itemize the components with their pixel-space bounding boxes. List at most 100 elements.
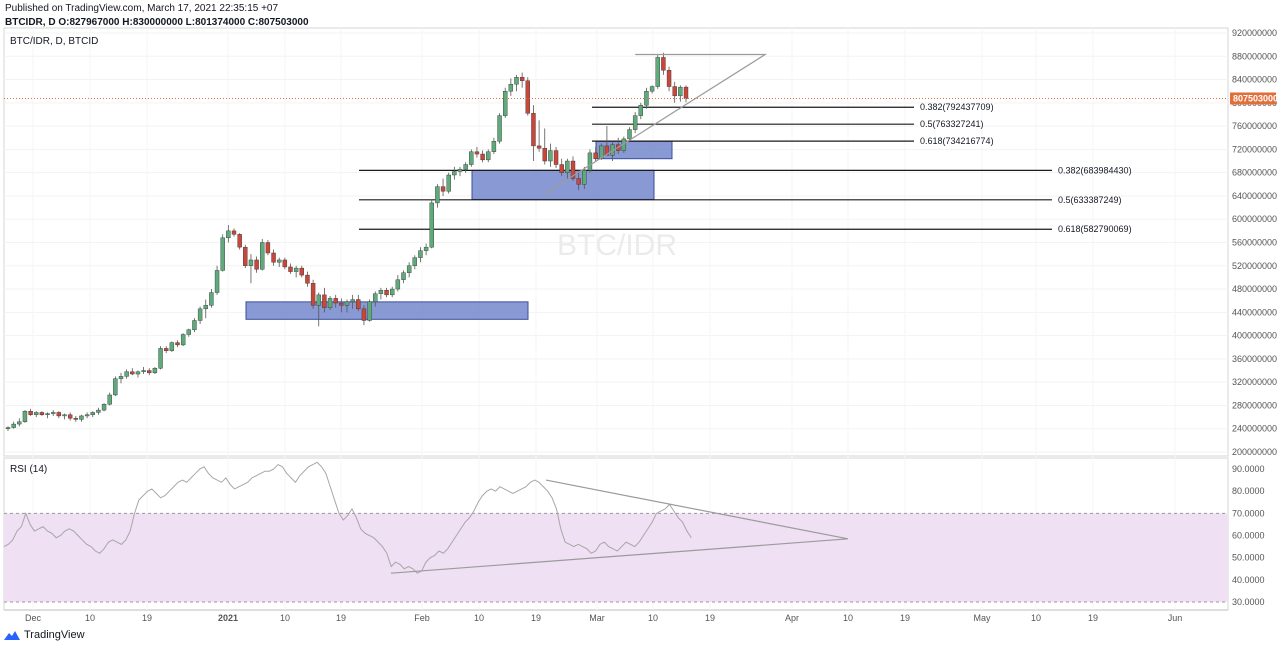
x-tick-label: 10 xyxy=(474,613,484,623)
candle-down xyxy=(305,274,310,284)
candle-up xyxy=(135,371,141,375)
candle-down xyxy=(163,348,169,351)
x-tick-label: 19 xyxy=(531,613,541,623)
candle-up xyxy=(508,84,514,92)
candle-up xyxy=(514,77,519,85)
candle-up xyxy=(90,412,95,415)
candle-down xyxy=(67,414,73,419)
candle-up xyxy=(327,298,333,308)
candle-down xyxy=(666,70,672,87)
symbol-watermark: BTC/IDR xyxy=(557,229,677,262)
triangle-pattern xyxy=(544,53,768,195)
y-tick-label: 760000000 xyxy=(1232,121,1277,131)
zone-box xyxy=(471,169,655,200)
x-tick-label: 10 xyxy=(1031,613,1041,623)
rsi-tick-label: 60.0000 xyxy=(1232,531,1265,541)
candle-down xyxy=(271,252,276,263)
candle-up xyxy=(293,267,299,272)
fib-levels: 0.382(792437709) 0.5(763327241) 0.618(7342… xyxy=(359,102,1132,234)
candle-up xyxy=(491,141,497,152)
fib-label: 0.382(683984430) xyxy=(1058,165,1132,175)
fib-label: 0.382(792437709) xyxy=(920,102,994,112)
candle-down xyxy=(440,186,446,192)
x-tick-label: 19 xyxy=(900,613,910,623)
candle-down xyxy=(361,308,367,321)
y-tick-label: 680000000 xyxy=(1232,168,1277,178)
candle-down xyxy=(553,150,559,165)
y-tick-label: 640000000 xyxy=(1232,191,1277,201)
candle-up xyxy=(469,151,474,165)
candle-down xyxy=(73,418,79,420)
candle-up xyxy=(587,152,593,171)
candle-up xyxy=(45,413,50,415)
candle-up xyxy=(367,301,372,321)
candle-down xyxy=(570,160,576,179)
candle-up xyxy=(497,115,502,142)
candle-down xyxy=(531,113,536,147)
candle-down xyxy=(39,412,45,415)
candle-up xyxy=(214,270,220,293)
candle-up xyxy=(141,370,146,372)
candle-up xyxy=(678,86,683,97)
fib-label: 0.5(633387249) xyxy=(1058,195,1122,205)
candle-up xyxy=(107,394,112,405)
candle-up xyxy=(649,86,655,92)
candle-up xyxy=(113,378,118,396)
rsi-band xyxy=(4,512,1228,603)
chart-title: BTC/IDR, D, BTCID xyxy=(10,36,98,47)
x-tick-label: Mar xyxy=(589,613,605,623)
candle-up xyxy=(503,90,508,116)
candle-up xyxy=(401,272,406,280)
y-tick-label: 440000000 xyxy=(1232,307,1277,317)
x-tick-label: 2021 xyxy=(218,613,238,623)
candle-down xyxy=(243,246,248,266)
footer: TradingView xyxy=(4,629,85,641)
candle-down xyxy=(254,259,259,270)
candle-up xyxy=(395,279,401,290)
candle-up xyxy=(248,259,254,266)
candle-up xyxy=(452,171,457,176)
candle-down xyxy=(559,164,564,173)
candle-up xyxy=(378,290,384,294)
zone-box xyxy=(245,301,529,320)
y-tick-label: 920000000 xyxy=(1232,28,1277,38)
x-tick-label: Apr xyxy=(785,613,799,623)
candle-up xyxy=(316,294,321,306)
candle-up xyxy=(96,409,101,413)
y-tick-label: 200000000 xyxy=(1232,447,1277,457)
candle-down xyxy=(519,77,525,81)
y-tick-label: 880000000 xyxy=(1232,51,1277,61)
candle-up xyxy=(51,412,56,414)
x-tick-label: 10 xyxy=(85,613,95,623)
candle-down xyxy=(299,267,304,276)
y-tick-label: 280000000 xyxy=(1232,400,1277,410)
candle-up xyxy=(423,246,429,251)
x-tick-label: 19 xyxy=(336,613,346,623)
candle-up xyxy=(429,202,434,248)
candle-down xyxy=(576,178,581,185)
candle-down xyxy=(542,148,547,162)
rsi-title: RSI (14) xyxy=(10,464,47,475)
rsi-tick-label: 90.0000 xyxy=(1232,464,1265,474)
fib-label: 0.618(582790069) xyxy=(1058,224,1132,234)
candle-down xyxy=(175,342,180,346)
candle-up xyxy=(169,342,175,351)
candle-up xyxy=(62,414,67,417)
y-tick-label: 720000000 xyxy=(1232,144,1277,154)
x-tick-label: Dec xyxy=(25,613,42,623)
footer-brand: TradingView xyxy=(24,629,85,641)
candle-up xyxy=(463,164,468,170)
candle-up xyxy=(186,329,192,335)
x-tick-label: Feb xyxy=(414,613,430,623)
rsi-tick-label: 50.0000 xyxy=(1232,553,1265,563)
candle-up xyxy=(152,368,158,374)
candle-up xyxy=(203,305,208,310)
candle-down xyxy=(130,371,135,375)
candle-up xyxy=(582,170,587,185)
triangle-pattern-lines xyxy=(544,53,768,195)
candle-up xyxy=(412,257,417,266)
candle-down xyxy=(604,145,610,156)
x-axis: Dec 10 19 2021 10 19 Feb 10 19 Mar 10 19 Apr 10 19 May 1… xyxy=(25,613,1182,623)
candle-up xyxy=(124,371,129,377)
